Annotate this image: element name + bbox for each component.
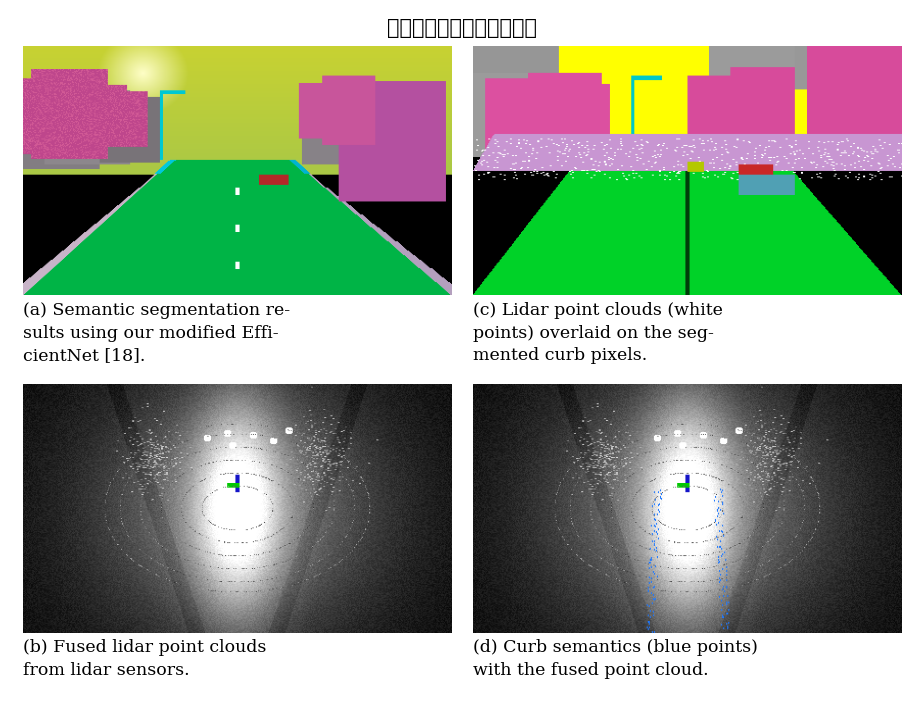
Text: (c) Lidar point clouds (white
points) overlaid on the seg-
mented curb pixels.: (c) Lidar point clouds (white points) ov… xyxy=(473,302,723,365)
Text: 多模态路沿检测与滤波方法: 多模态路沿检测与滤波方法 xyxy=(387,18,537,38)
Text: (d) Curb semantics (blue points)
with the fused point cloud.: (d) Curb semantics (blue points) with th… xyxy=(473,639,758,679)
Text: (b) Fused lidar point clouds
from lidar sensors.: (b) Fused lidar point clouds from lidar … xyxy=(23,639,266,679)
Text: (a) Semantic segmentation re-
sults using our modified Effi-
cientNet [18].: (a) Semantic segmentation re- sults usin… xyxy=(23,302,290,365)
